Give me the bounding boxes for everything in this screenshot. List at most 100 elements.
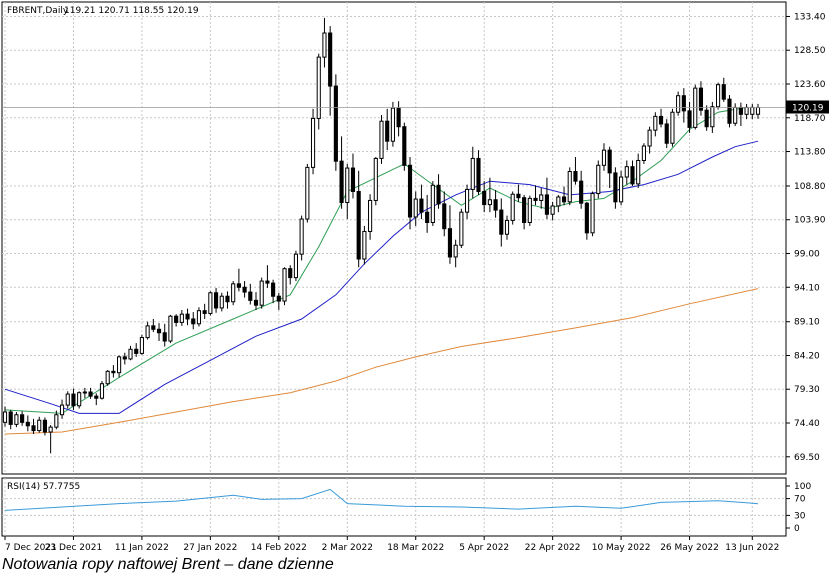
candle-body-up bbox=[48, 426, 53, 433]
candle bbox=[390, 101, 395, 147]
y-tick-label: 74.40 bbox=[794, 419, 820, 429]
candle bbox=[174, 314, 179, 327]
candle-body-down bbox=[94, 395, 99, 399]
candle-body-down bbox=[704, 109, 709, 128]
candle-body-up bbox=[487, 199, 492, 206]
candle-body-down bbox=[236, 283, 241, 288]
rsi-tick-label: 100 bbox=[794, 482, 811, 492]
candle bbox=[362, 225, 367, 265]
candle-body-down bbox=[276, 295, 281, 302]
y-tick-label: 94.10 bbox=[794, 283, 820, 293]
candle bbox=[596, 160, 601, 199]
candle bbox=[425, 194, 430, 233]
candle-body-down bbox=[698, 87, 704, 111]
candle-body-down bbox=[225, 295, 230, 303]
candle-body-up bbox=[145, 325, 150, 339]
candle bbox=[368, 194, 373, 240]
candle bbox=[25, 415, 30, 432]
candle-body-up bbox=[14, 414, 19, 425]
candle bbox=[413, 191, 418, 226]
y-tick-label: 84.20 bbox=[794, 351, 820, 361]
x-tick-label: 14 Feb 2022 bbox=[251, 543, 307, 553]
candle bbox=[82, 387, 87, 399]
candle-body-up bbox=[316, 56, 321, 119]
candle bbox=[396, 101, 401, 137]
candle bbox=[208, 291, 213, 316]
candle-body-up bbox=[744, 106, 749, 115]
candle bbox=[613, 167, 618, 209]
candle-body-down bbox=[664, 123, 669, 144]
candle-body-up bbox=[567, 171, 572, 203]
candle-body-down bbox=[499, 209, 504, 235]
candle bbox=[550, 201, 555, 221]
candle-body-down bbox=[174, 315, 179, 323]
candle-body-up bbox=[179, 313, 184, 323]
candle bbox=[715, 82, 721, 110]
candle-body-up bbox=[430, 184, 435, 223]
candle-body-down bbox=[579, 180, 584, 204]
ma-fast-line bbox=[4, 106, 747, 414]
candle-body-down bbox=[476, 157, 481, 192]
candle bbox=[48, 425, 53, 454]
candle-body-down bbox=[25, 421, 30, 427]
candle-body-up bbox=[379, 120, 384, 159]
candle bbox=[356, 170, 361, 268]
candle bbox=[630, 160, 635, 186]
candle bbox=[333, 74, 338, 171]
candle bbox=[510, 191, 515, 225]
candle bbox=[77, 391, 82, 409]
candle bbox=[624, 160, 629, 185]
candle bbox=[271, 279, 276, 304]
candle-body-up bbox=[590, 193, 595, 234]
candle bbox=[117, 355, 122, 378]
candle bbox=[447, 205, 453, 264]
candle-body-down bbox=[493, 199, 498, 211]
candle bbox=[20, 411, 25, 426]
candle-body-down bbox=[328, 32, 333, 87]
rsi-tick-label: 70 bbox=[794, 495, 806, 505]
candle-body-up bbox=[619, 176, 624, 203]
candle-body-down bbox=[482, 190, 487, 206]
candle bbox=[305, 163, 310, 223]
candle-body-up bbox=[527, 197, 532, 223]
candle-body-down bbox=[727, 98, 732, 124]
candle-body-up bbox=[459, 211, 464, 246]
candle bbox=[641, 143, 646, 164]
candle-body-up bbox=[715, 84, 721, 108]
candle-body-down bbox=[111, 370, 116, 374]
candle bbox=[2, 406, 8, 427]
candle-body-down bbox=[191, 318, 196, 325]
candle bbox=[65, 391, 70, 409]
candle bbox=[328, 26, 333, 116]
candle-body-down bbox=[442, 203, 447, 230]
y-tick-label: 99.00 bbox=[794, 250, 820, 260]
candle-body-up bbox=[293, 253, 299, 279]
candle bbox=[373, 157, 378, 206]
candle-body-down bbox=[573, 171, 578, 182]
candle bbox=[162, 323, 167, 347]
candle bbox=[556, 194, 561, 213]
candle bbox=[99, 380, 105, 400]
candle bbox=[704, 105, 709, 131]
candle bbox=[8, 409, 13, 430]
candle-body-down bbox=[350, 167, 356, 192]
candle-body-down bbox=[253, 299, 259, 306]
candle-body-down bbox=[607, 149, 612, 174]
candle-body-up bbox=[219, 295, 224, 309]
y-tick-label: 103.90 bbox=[794, 216, 826, 226]
candle-body-up bbox=[196, 310, 202, 325]
candle bbox=[647, 126, 652, 154]
candle bbox=[310, 108, 316, 175]
candle-body-down bbox=[42, 419, 48, 433]
candle bbox=[436, 174, 441, 209]
candle-body-up bbox=[99, 383, 105, 399]
candle-body-down bbox=[584, 202, 589, 234]
x-tick-label: 11 Jan 2022 bbox=[115, 543, 169, 553]
candle-body-down bbox=[385, 120, 390, 142]
candle-body-up bbox=[653, 115, 658, 131]
candle bbox=[464, 184, 470, 220]
candle bbox=[470, 146, 475, 199]
candle-body-down bbox=[271, 282, 276, 297]
ma-slow-line bbox=[4, 288, 759, 435]
candle bbox=[476, 150, 481, 195]
